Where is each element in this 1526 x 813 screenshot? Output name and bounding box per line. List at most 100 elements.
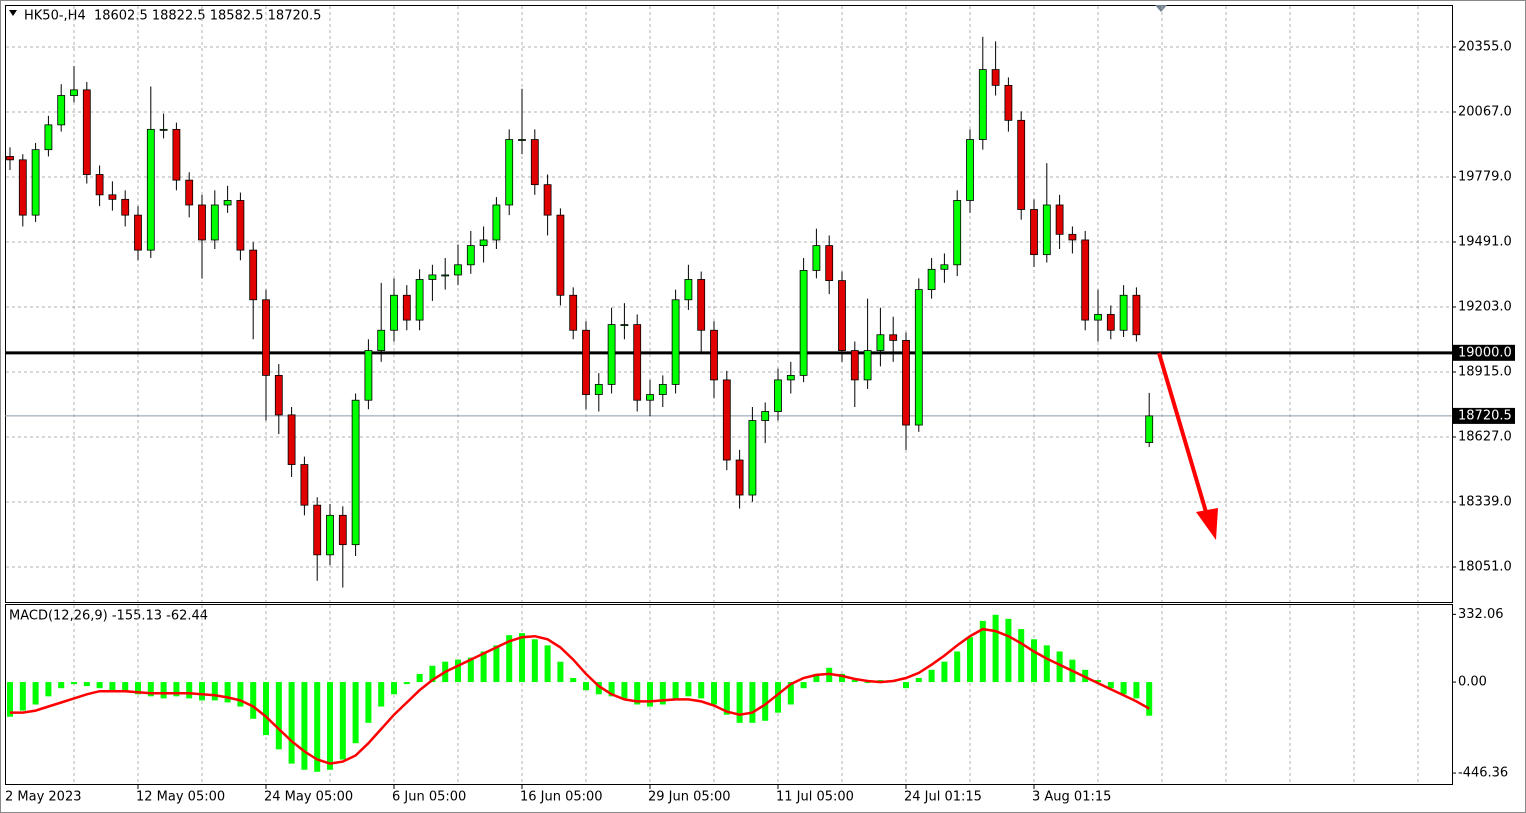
candle-body [940,264,949,270]
histogram-bar [327,682,333,770]
y-tick-label: 0.00 [1458,675,1487,690]
histogram-bar [186,682,193,699]
candle-body [927,268,936,291]
candle-body [428,274,437,280]
histogram-bar [237,682,244,707]
histogram-bar [1146,682,1153,716]
candle-body [671,299,680,385]
y-tick-label: 19779.0 [1458,169,1512,184]
x-tick-label: 11 Jul 05:00 [776,790,854,805]
candle-body [159,128,168,131]
candle-body [492,204,501,241]
histogram-bar [122,682,129,693]
trend-arrow [1157,352,1218,540]
histogram-bar [19,682,26,711]
candle-body [863,350,872,381]
candle-body [6,156,14,161]
histogram-bar [723,682,730,715]
candle-body [70,89,78,96]
macd-pane [5,604,1453,785]
candle-body [966,139,974,201]
candle-body [479,239,488,247]
histogram-bar [608,682,615,697]
histogram-bar [1120,682,1127,695]
candle-body [274,374,283,416]
candle-body [646,394,654,401]
candle-body [1145,415,1154,443]
y-tick-label: 18339.0 [1458,495,1512,510]
chart-title: HK50-,H4 18602.5 18822.5 18582.5 18720.5 [24,9,321,24]
histogram-bar [634,682,641,705]
arrow-shaft [1157,352,1208,513]
plot-layer: 20355.0 20067.0 19779.0 19491.0 19203.0 18915… [5,6,1515,805]
histogram-bar [58,682,65,689]
histogram-bar [109,682,116,691]
candle-body [889,334,898,341]
y-tick-label: 18915.0 [1458,365,1512,380]
histogram-bar [800,682,807,689]
histogram-bar [711,682,717,705]
histogram-bar [864,682,871,684]
candle-body [1004,84,1013,121]
candle-body [402,294,411,321]
candle-body [1094,314,1102,321]
y-tick-label: 332.06 [1458,607,1504,622]
candle-body [146,128,155,251]
histogram-bar [787,682,794,705]
arrow-head [1196,508,1218,540]
candle-body [223,200,232,206]
candle-body [1055,204,1064,235]
histogram-bar [391,682,397,695]
x-tick-label: 16 Jun 05:00 [520,790,603,805]
x-tick-label: 24 Jul 01:15 [904,790,982,805]
level-label-box [1453,344,1515,361]
x-tick-label: 12 May 05:00 [136,790,225,805]
histogram-bar [954,651,961,683]
histogram-bar [263,682,269,736]
histogram-bar [96,682,103,689]
x-tick-label: 6 Jun 05:00 [392,790,466,805]
histogram-bar [1107,682,1114,689]
histogram-bar [135,682,141,695]
candle-body [95,174,104,196]
histogram-bar [775,682,781,713]
candle-body [108,194,117,200]
candle-body [313,504,322,556]
histogram-bar [621,682,628,699]
y-tick-label: 20067.0 [1458,104,1512,119]
histogram-bar [352,682,359,744]
y-tick-label: 19203.0 [1458,299,1512,314]
candle-body [556,214,565,296]
candle-body [1042,204,1051,256]
histogram-bar [915,677,922,683]
histogram-bar [83,682,90,687]
histogram-bar [544,645,551,683]
histogram-bar [967,637,973,683]
histogram-bar [672,682,679,701]
histogram-bar [480,651,487,683]
candle-body [722,379,731,461]
histogram-bar [762,682,769,721]
candle-body [454,264,462,276]
histogram-bar [288,682,295,764]
candle-body [364,350,373,401]
candle-body [287,414,296,465]
histogram-bar [736,682,743,723]
macd-title: MACD(12,26,9) -155.13 -62.44 [9,609,208,624]
y-tick-label: 19491.0 [1458,234,1512,249]
histogram-bar [941,661,948,683]
candle-body [31,149,40,216]
candle-body [236,200,245,251]
histogram-bar [32,682,39,705]
candle-body [300,464,309,506]
candle-body [262,299,270,376]
candle-body [390,294,398,331]
candle-body [1119,294,1128,331]
histogram-bar [7,682,13,717]
candle-body [249,249,258,301]
histogram-bar [224,682,231,703]
y-tick-label: 18627.0 [1458,430,1512,445]
histogram-bar [455,659,461,683]
